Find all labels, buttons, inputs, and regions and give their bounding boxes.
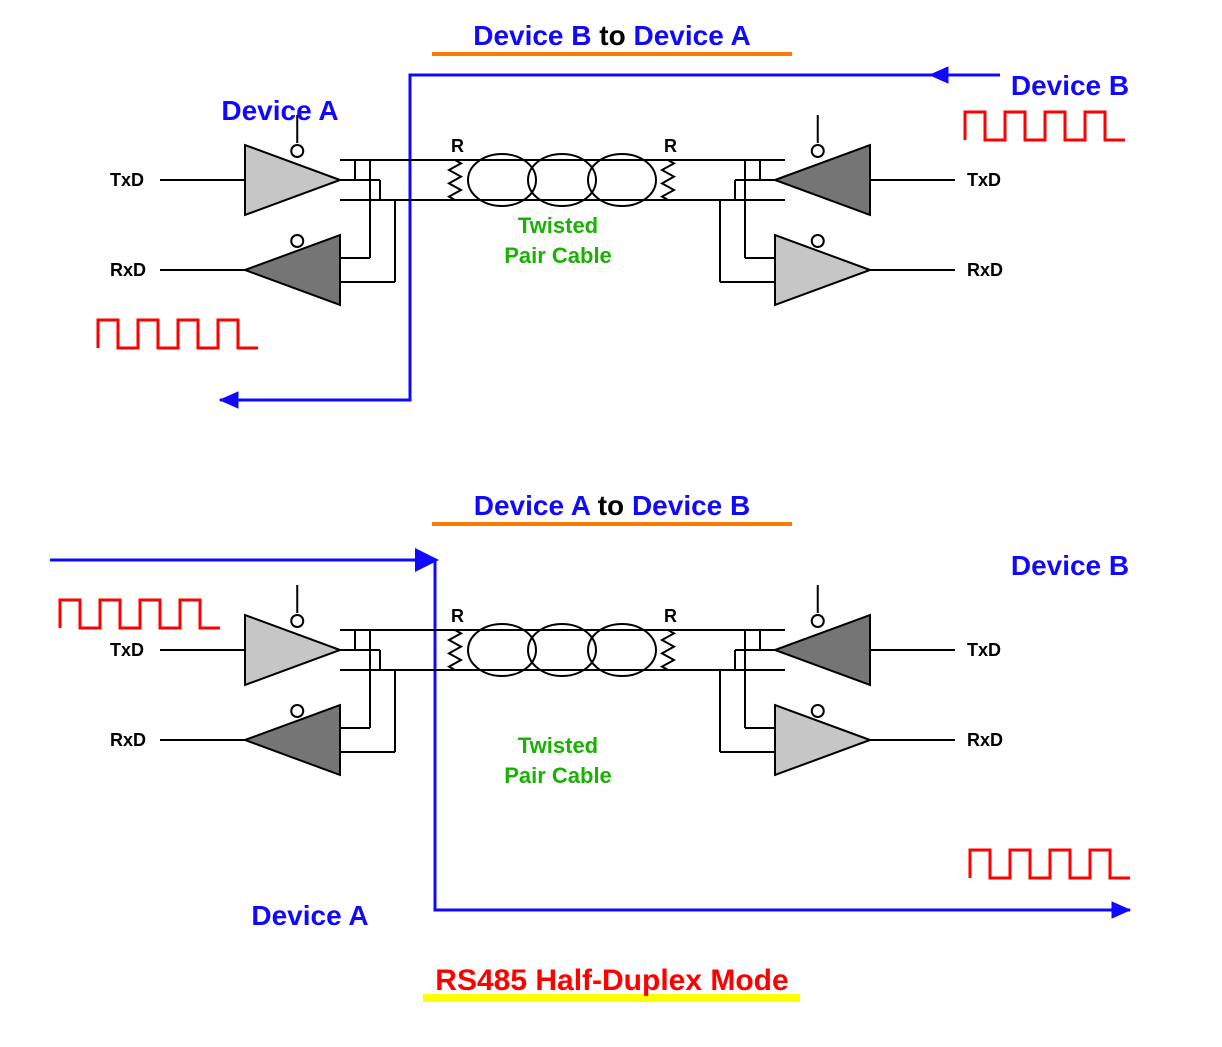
twisted-pair-seg xyxy=(528,154,596,206)
bot-flow-arrow xyxy=(1112,902,1130,918)
bottom-title: Device A to Device B xyxy=(474,490,751,521)
left-tx-bubble xyxy=(291,615,303,627)
cable-label-1: Twisted xyxy=(518,733,598,758)
right-tx-bubble xyxy=(812,145,824,157)
r-right-label: R xyxy=(664,136,677,156)
left-rx-bubble xyxy=(291,235,303,247)
cable-label-2: Pair Cable xyxy=(504,763,612,788)
bot-wave-b xyxy=(970,850,1130,878)
left-tx-bubble xyxy=(291,145,303,157)
right-rx-bubble xyxy=(812,235,824,247)
r-left-label: R xyxy=(451,606,464,626)
bot-wave-a xyxy=(60,600,220,628)
top-wave-a xyxy=(98,320,258,348)
resistor-right xyxy=(662,630,674,670)
twisted-pair-seg xyxy=(468,624,536,676)
left-txd-label: TxD xyxy=(110,640,144,660)
top-wave-b xyxy=(965,112,1125,140)
right-tx-bubble xyxy=(812,615,824,627)
diagram-root: Device B to Device A Device A Device B R R Tx… xyxy=(0,0,1222,1047)
top-device-b: Device B xyxy=(1011,70,1129,101)
twisted-pair-seg xyxy=(588,624,656,676)
left-txd-label: TxD xyxy=(110,170,144,190)
twisted-pair-seg xyxy=(468,154,536,206)
right-rxd-label: RxD xyxy=(967,730,1003,750)
resistor-left xyxy=(449,630,461,670)
right-txd-label: TxD xyxy=(967,170,1001,190)
circuit: R R TxD RxD TxD RxD Twisted Pair Cable xyxy=(110,585,1003,788)
r-right-label: R xyxy=(664,606,677,626)
right-txd-label: TxD xyxy=(967,640,1001,660)
right-rxd-label: RxD xyxy=(967,260,1003,280)
resistor-right xyxy=(662,160,674,200)
footer-title: RS485 Half-Duplex Mode xyxy=(435,964,788,997)
bottom-device-b: Device B xyxy=(1011,550,1129,581)
cable-label-1: Twisted xyxy=(518,213,598,238)
circuit: R R TxD RxD TxD RxD Twisted Pair Cable xyxy=(110,115,1003,305)
top-flow-arrow xyxy=(220,392,238,408)
left-rxd-label: RxD xyxy=(110,260,146,280)
left-rxd-label: RxD xyxy=(110,730,146,750)
top-flow-arrow-start xyxy=(930,67,948,83)
twisted-pair-seg xyxy=(528,624,596,676)
top-device-a: Device A xyxy=(221,95,338,126)
twisted-pair-seg xyxy=(588,154,656,206)
bottom-device-a: Device A xyxy=(251,900,368,931)
resistor-left xyxy=(449,160,461,200)
r-left-label: R xyxy=(451,136,464,156)
left-rx-bubble xyxy=(291,705,303,717)
right-rx-bubble xyxy=(812,705,824,717)
cable-label-2: Pair Cable xyxy=(504,243,612,268)
top-title: Device B to Device A xyxy=(473,20,751,51)
